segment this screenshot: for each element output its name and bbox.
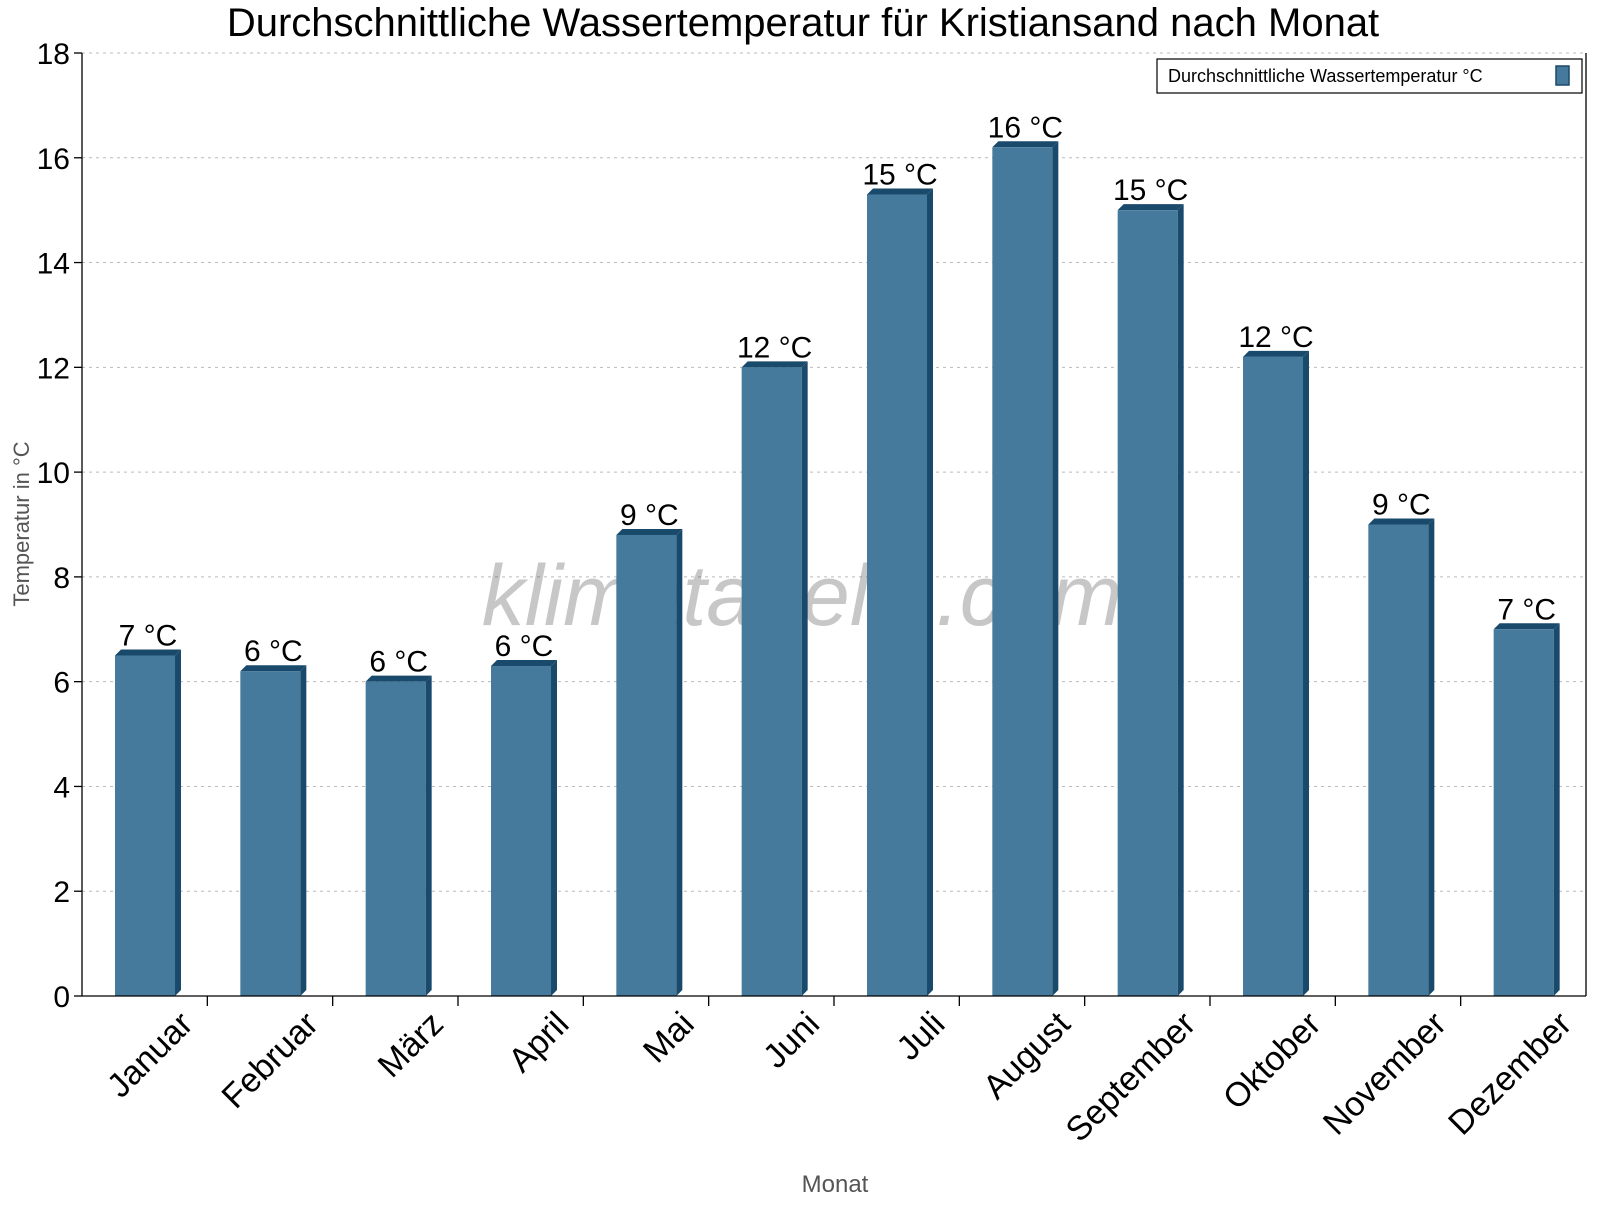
y-tick-label: 12 — [37, 352, 70, 385]
bar-november — [1368, 518, 1435, 996]
bar — [1368, 524, 1429, 996]
bar-side — [927, 188, 933, 996]
bar-side — [1177, 204, 1184, 996]
bar-side — [676, 528, 683, 996]
data-label: 12 °C — [737, 331, 812, 364]
bar-februar — [240, 665, 307, 996]
bar-top — [1117, 204, 1184, 211]
bar — [741, 367, 802, 996]
x-tick-label: Mai — [636, 1005, 702, 1071]
bar-side — [425, 675, 432, 996]
bar-märz — [365, 675, 432, 996]
bar — [992, 147, 1053, 997]
y-tick-label: 18 — [37, 38, 70, 71]
legend-box — [1156, 58, 1583, 94]
bar-side — [1303, 350, 1309, 996]
x-tick-label: August — [976, 1004, 1078, 1106]
bar-top — [867, 188, 933, 195]
bar — [867, 194, 927, 996]
bar-side — [1428, 518, 1435, 996]
bar-top — [491, 659, 557, 666]
data-label: 15 °C — [862, 158, 937, 191]
bar-side — [1553, 623, 1560, 996]
bar — [491, 665, 551, 996]
bar — [240, 671, 301, 996]
bar-september — [1117, 204, 1184, 996]
x-tick-label: Dezember — [1441, 1005, 1579, 1143]
x-tick-label: Juli — [889, 1005, 952, 1068]
bar-top — [365, 675, 432, 682]
x-tick-label: Oktober — [1216, 1005, 1328, 1117]
bar — [616, 534, 677, 996]
bar-top — [1368, 518, 1435, 525]
y-tick-label: 8 — [53, 562, 70, 595]
bar-side — [1052, 141, 1059, 997]
bar-oktober — [1243, 350, 1309, 996]
data-label: 15 °C — [1113, 174, 1188, 207]
y-tick-label: 16 — [37, 143, 70, 176]
bar-side — [300, 665, 307, 996]
bar-top — [1243, 350, 1309, 357]
data-label: 6 °C — [369, 646, 428, 679]
bar-top — [992, 141, 1059, 148]
bar-juli — [867, 188, 933, 996]
legend-label: Durchschnittliche Wassertemperatur °C — [1168, 66, 1483, 86]
x-tick-label: Januar — [100, 1005, 200, 1105]
data-label: 6 °C — [244, 635, 303, 668]
data-label: 7 °C — [119, 619, 178, 652]
chart-title: Durchschnittliche Wassertemperatur für K… — [227, 1, 1379, 45]
y-tick-label: 10 — [37, 457, 70, 490]
bar-januar — [115, 649, 181, 996]
bar-august — [992, 141, 1059, 997]
data-label: 9 °C — [1372, 489, 1431, 522]
bar — [1117, 210, 1178, 996]
y-tick-label: 0 — [53, 981, 70, 1014]
bars: 7 °C 6 °C 6 °C 6 °C 9 °C 12 °C 15 °C 16 °C 15 °C… — [115, 111, 1560, 997]
data-label: 12 °C — [1238, 321, 1313, 354]
x-tick-label: September — [1059, 1005, 1203, 1149]
bar-top — [1493, 623, 1560, 630]
x-axis-label: Monat — [802, 1171, 869, 1198]
data-label: 16 °C — [988, 111, 1063, 144]
bar-juni — [741, 361, 808, 996]
x-tick-label: April — [501, 1005, 576, 1080]
data-label: 6 °C — [495, 630, 554, 663]
y-tick-label: 4 — [53, 771, 70, 804]
bar — [1243, 356, 1303, 996]
x-tick-label: Juni — [756, 1005, 827, 1076]
bar-side — [175, 649, 181, 996]
bar — [115, 655, 175, 996]
y-tick-label: 2 — [53, 876, 70, 909]
x-tick-label: März — [371, 1005, 451, 1085]
gridlines — [82, 52, 1586, 892]
y-axis-label: Temperatur in °C — [9, 441, 34, 606]
data-label: 9 °C — [620, 499, 679, 532]
x-tick-label: November — [1316, 1005, 1454, 1143]
bar — [1493, 629, 1554, 996]
x-tick-label: Februar — [215, 1005, 326, 1116]
bar-dezember — [1493, 623, 1560, 996]
bar-side — [551, 659, 557, 996]
bar-top — [115, 649, 181, 656]
bar-top — [240, 665, 307, 672]
bar-april — [491, 659, 557, 996]
bar — [365, 681, 426, 996]
legend-swatch — [1555, 65, 1570, 86]
y-tick-label: 6 — [53, 667, 70, 700]
bar-top — [616, 528, 683, 535]
bar-side — [801, 361, 808, 996]
data-label: 7 °C — [1497, 593, 1556, 626]
bar-mai — [616, 528, 683, 996]
y-tick-label: 14 — [37, 248, 70, 281]
legend: Durchschnittliche Wassertemperatur °C — [1156, 58, 1583, 94]
bar-top — [741, 361, 808, 368]
